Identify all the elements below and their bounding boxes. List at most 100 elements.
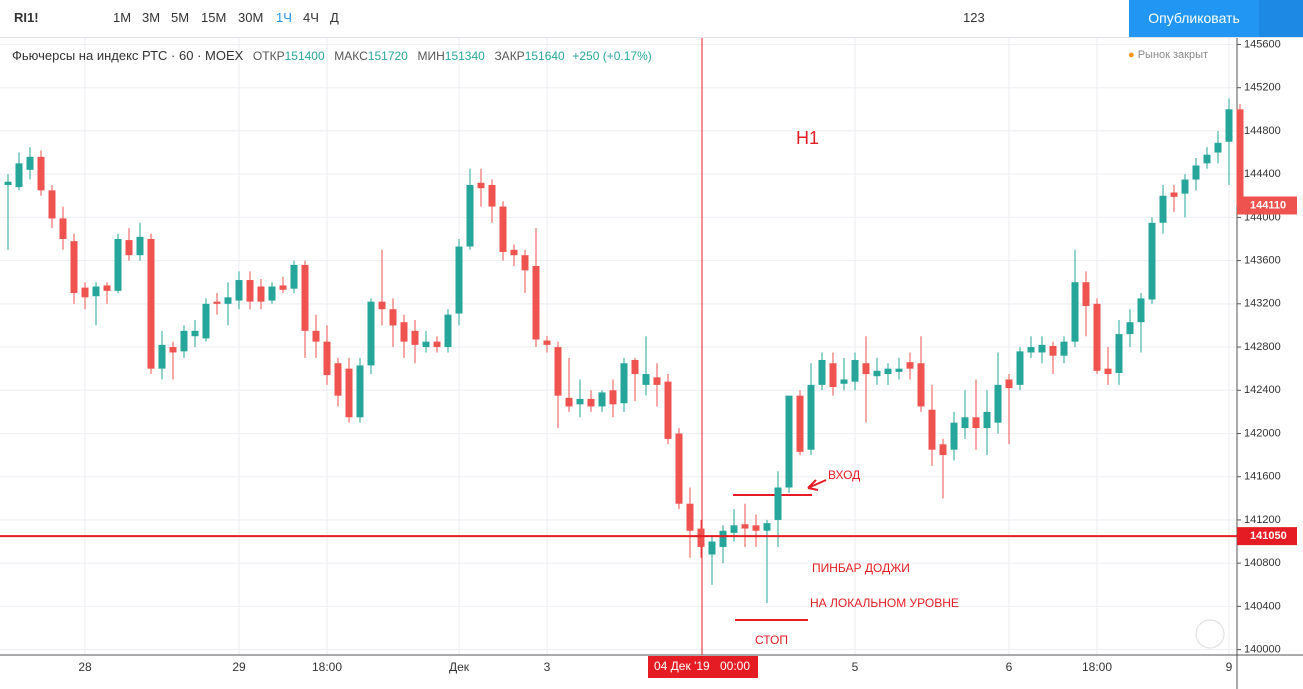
candle-body bbox=[455, 246, 463, 314]
candle-body bbox=[983, 411, 991, 429]
candle-body bbox=[774, 487, 782, 520]
candle-body bbox=[1148, 222, 1156, 300]
candle-body bbox=[1181, 179, 1189, 194]
interval[interactable]: 5М bbox=[171, 10, 190, 25]
label: МАКС bbox=[334, 49, 368, 63]
candle-body bbox=[323, 341, 331, 376]
y-tick-label: 141200 bbox=[1244, 514, 1281, 526]
interval[interactable]: 3М bbox=[142, 10, 161, 25]
y-tick-label: 142800 bbox=[1244, 341, 1281, 353]
y-tick-label: 140000 bbox=[1244, 644, 1281, 656]
candle-body bbox=[917, 363, 925, 407]
candle-body bbox=[543, 340, 551, 345]
candle-body bbox=[763, 523, 771, 531]
candle-body bbox=[653, 377, 661, 385]
compare-value[interactable]: 123 bbox=[963, 10, 985, 25]
candle-body bbox=[950, 422, 958, 450]
candle-body bbox=[840, 379, 848, 384]
y-tick-label: 144800 bbox=[1244, 125, 1281, 137]
change: +250 (+0.17%) bbox=[572, 49, 652, 63]
play-button[interactable] bbox=[1259, 0, 1303, 37]
symbol[interactable]: RI1! bbox=[14, 10, 39, 25]
chart: H1 ВХОД ПИНБАР ДОДЖИ НА ЛОКАЛЬНОМ УРОВНЕ… bbox=[0, 38, 1303, 689]
label: ОТКР bbox=[252, 49, 285, 63]
candle-body bbox=[224, 297, 232, 304]
candle-body bbox=[389, 309, 397, 326]
last-price-label: 144110 bbox=[1250, 199, 1286, 211]
candle-body bbox=[37, 156, 45, 191]
arrow bbox=[807, 479, 827, 491]
candle-body bbox=[708, 541, 716, 555]
status-text: Рынок закрыт bbox=[1137, 49, 1209, 61]
candle-body bbox=[1236, 109, 1244, 206]
interval[interactable]: 4Ч bbox=[303, 10, 319, 25]
annotation: ВХОД bbox=[828, 468, 860, 482]
candle-body bbox=[785, 395, 793, 488]
candle-body bbox=[609, 390, 617, 405]
candle-body bbox=[565, 397, 573, 407]
label: МИН bbox=[417, 49, 445, 63]
candle-body bbox=[378, 301, 386, 310]
candle-body bbox=[752, 525, 760, 531]
candle-body bbox=[554, 347, 562, 396]
y-tick-label: 141600 bbox=[1244, 471, 1281, 483]
candle-body bbox=[664, 381, 672, 439]
candle-body bbox=[1093, 303, 1101, 371]
instrument: Фьючерсы на индекс РТС · 60 · MOEX bbox=[12, 48, 244, 63]
candle-body bbox=[312, 330, 320, 342]
scroll-button[interactable] bbox=[1195, 619, 1225, 649]
candle-body bbox=[895, 368, 903, 372]
candle-body bbox=[125, 240, 133, 256]
candle-body bbox=[1170, 192, 1178, 197]
interval[interactable]: 1М bbox=[113, 10, 132, 25]
label: ЗАКР bbox=[494, 49, 525, 63]
candle-body bbox=[961, 417, 969, 429]
candle-body bbox=[202, 303, 210, 339]
crosshair-time: 00:00 bbox=[720, 659, 750, 673]
candle-body bbox=[1060, 341, 1068, 356]
legend-header: Фьючерсы на индекс РТС · 60 · MOEX ОТКР1… bbox=[12, 48, 652, 63]
x-tick-label: 28 bbox=[78, 660, 92, 674]
candle-body bbox=[972, 417, 980, 429]
candle-body bbox=[1038, 344, 1046, 353]
candle-body bbox=[1126, 322, 1134, 335]
last-price-box bbox=[1237, 196, 1297, 215]
interval[interactable]: 30М bbox=[238, 10, 264, 25]
candle-body bbox=[444, 314, 452, 348]
annotation: СТОП bbox=[755, 633, 788, 647]
interval[interactable]: 1Ч bbox=[276, 10, 292, 25]
candle-body bbox=[598, 392, 606, 407]
candle-body bbox=[697, 528, 705, 547]
candle-body bbox=[114, 238, 122, 291]
x-tick-label: 29 bbox=[232, 660, 246, 674]
candle-body bbox=[906, 362, 914, 369]
crosshair-label bbox=[648, 656, 758, 678]
candle-body bbox=[147, 238, 155, 369]
candle-body bbox=[675, 433, 683, 504]
candle-body bbox=[59, 218, 67, 239]
candle-body bbox=[290, 264, 298, 289]
candle-body bbox=[246, 280, 254, 302]
y-tick-label: 142400 bbox=[1244, 384, 1281, 396]
candle-body bbox=[939, 444, 947, 456]
y-tick-label: 143200 bbox=[1244, 298, 1281, 310]
candle-body bbox=[532, 265, 540, 340]
candle-body bbox=[48, 190, 56, 219]
candle-body bbox=[576, 398, 584, 405]
interval[interactable]: Д bbox=[330, 10, 339, 25]
candle-body bbox=[81, 287, 89, 298]
candle-body bbox=[158, 344, 166, 369]
x-tick-label: 18:00 bbox=[1082, 660, 1112, 674]
annotation: H1 bbox=[796, 128, 819, 148]
publish-button[interactable]: Опубликовать bbox=[1129, 0, 1259, 37]
candle-body bbox=[1027, 347, 1035, 353]
y-tick-label: 140400 bbox=[1244, 600, 1281, 612]
candle-body bbox=[70, 241, 78, 294]
x-tick-label: 9 bbox=[1226, 660, 1233, 674]
candle-body bbox=[829, 363, 837, 388]
candle-body bbox=[587, 398, 595, 407]
candle-body bbox=[400, 322, 408, 342]
interval[interactable]: 15М bbox=[201, 10, 227, 25]
candle-body bbox=[301, 264, 309, 331]
